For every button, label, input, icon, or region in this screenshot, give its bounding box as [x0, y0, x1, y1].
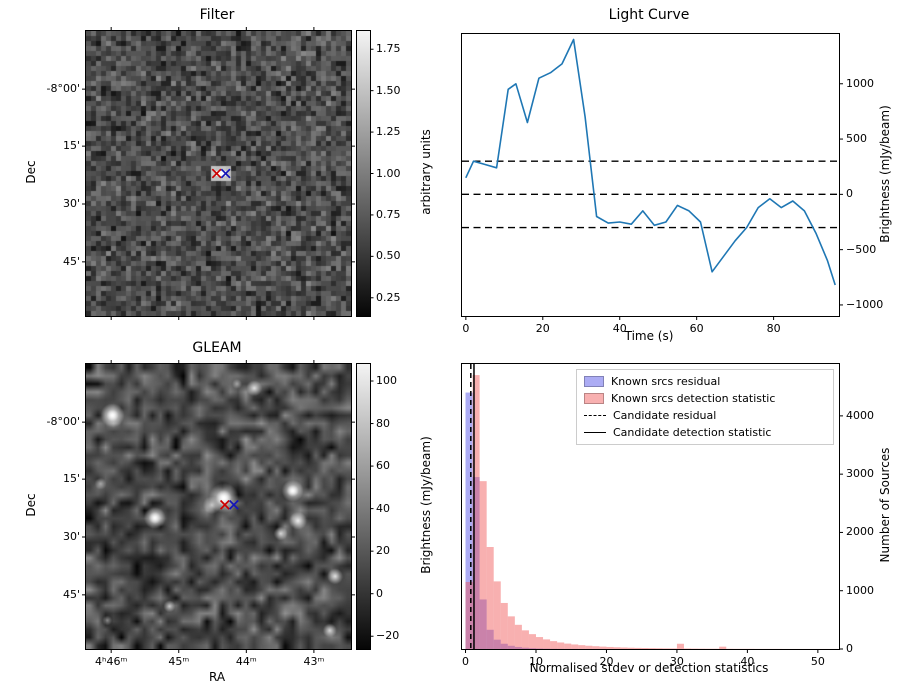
tick-label: 15'	[62, 139, 80, 153]
legend-item-candidate-detection: Candidate detection statistic	[584, 425, 826, 440]
tick-label: 45ᵐ	[168, 655, 190, 668]
light-curve-plot	[462, 38, 843, 320]
legend-label-known-detection: Known srcs detection statistic	[611, 392, 776, 405]
tick-label: 45'	[62, 587, 80, 601]
histogram-xlabel: Normalised stdev or detection statistics	[529, 661, 769, 675]
gleam-heatmap	[86, 364, 351, 649]
filter-colorbar-gradient	[357, 31, 370, 316]
filter-colorbar-label: arbitrary units	[419, 129, 433, 215]
filter-heatmap	[86, 31, 351, 316]
tick-label: -8°00'	[46, 415, 81, 429]
tick-label: −20	[376, 629, 400, 643]
gleam-colorbar-ticks	[370, 380, 374, 637]
legend-solid-line-icon	[584, 432, 606, 433]
tick-label: −1000	[846, 297, 884, 311]
tick-label: 0	[846, 187, 853, 201]
legend-label-known-residual: Known srcs residual	[611, 375, 721, 388]
tick-label: 500	[846, 132, 867, 146]
tick-label: 40	[376, 501, 390, 515]
legend-patch-detection	[584, 393, 604, 404]
histogram-panel: Known srcs residual Known srcs detection…	[461, 363, 874, 668]
tick-label: -8°00'	[46, 82, 81, 96]
histogram-plot	[465, 364, 843, 653]
legend-label-candidate-detection: Candidate detection statistic	[613, 426, 772, 439]
tick-label: 43ᵐ	[303, 655, 325, 668]
tick-label: 30'	[62, 529, 80, 543]
tick-label: 0	[846, 642, 853, 655]
tick-label: 40	[740, 655, 755, 668]
tick-label: 60	[689, 322, 704, 335]
gleam-xlabel: RA	[208, 670, 226, 684]
tick-label: 80	[766, 322, 781, 335]
gleam-colorbar-label: Brightness (mJy/beam)	[419, 436, 433, 574]
light-curve-xlabel: Time (s)	[624, 329, 674, 343]
legend: Known srcs residual Known srcs detection…	[576, 369, 834, 445]
gleam-overlay	[82, 360, 355, 653]
gleam-ylabel: Dec	[24, 493, 38, 517]
legend-patch-residual	[584, 376, 604, 387]
tick-label: 0.25	[376, 290, 401, 304]
filter-colorbar: 1.75 1.50 1.25 1.00 0.75 0.50 0.25	[356, 30, 401, 317]
legend-item-candidate-residual: Candidate residual	[584, 408, 826, 423]
filter-ylabel: Dec	[24, 160, 38, 184]
tick-label: 30'	[62, 196, 80, 210]
tick-label: 1.00	[376, 166, 401, 180]
gleam-colorbar-gradient	[357, 364, 370, 649]
tick-label: 1000	[846, 583, 874, 597]
tick-label: 15'	[62, 472, 80, 486]
tick-label: 1000	[846, 76, 874, 90]
tick-label: 45'	[62, 254, 80, 268]
light-curve-ylabel: Brightness (mJy/beam)	[878, 105, 892, 243]
tick-label: 20	[599, 655, 614, 668]
light-curve-title: Light Curve	[608, 7, 690, 23]
light-curve-panel: 0 20 40 60 80 1000 500 0 −500 −1000	[461, 33, 883, 335]
legend-item-known-residual: Known srcs residual	[584, 374, 826, 389]
tick-label: 0.50	[376, 249, 401, 263]
filter-title: Filter	[199, 7, 235, 23]
gleam-colorbar: 100 80 60 40 20 0 −20	[356, 363, 399, 650]
tick-label: 4ʰ46ᵐ	[95, 655, 128, 668]
tick-label: 3000	[846, 467, 874, 481]
tick-label: 0.75	[376, 207, 401, 221]
filter-colorbar-ticks	[370, 48, 374, 299]
tick-label: 0	[462, 655, 470, 668]
gleam-title: GLEAM	[192, 340, 242, 356]
tick-label: 2000	[846, 525, 874, 539]
tick-label: 20	[535, 322, 550, 335]
tick-label: 0	[376, 586, 383, 600]
filter-overlay	[82, 27, 355, 320]
legend-label-candidate-residual: Candidate residual	[613, 409, 717, 422]
tick-label: 44ᵐ	[235, 655, 257, 668]
tick-label: 40	[612, 322, 627, 335]
tick-label: 1.25	[376, 125, 401, 139]
tick-label: 30	[669, 655, 684, 668]
gleam-image-panel: -8°00' 15' 30' 45' 4ʰ46ᵐ 45ᵐ 44ᵐ 43ᵐ	[47, 360, 355, 668]
tick-label: 10	[528, 655, 543, 668]
tick-label: 4000	[846, 408, 874, 422]
tick-label: 60	[376, 459, 390, 473]
tick-label: 1.50	[376, 83, 401, 97]
tick-label: 1.75	[376, 42, 401, 56]
tick-label: 0	[462, 322, 470, 335]
legend-item-known-detection: Known srcs detection statistic	[584, 391, 826, 406]
filter-image-panel: -8°00' 15' 30' 45'	[47, 27, 355, 320]
tick-label: 50	[810, 655, 825, 668]
tick-label: −500	[846, 242, 877, 256]
tick-label: 100	[376, 374, 397, 387]
histogram-ylabel: Number of Sources	[878, 447, 892, 563]
tick-label: 20	[376, 544, 390, 558]
tick-label: 80	[376, 416, 390, 430]
legend-dashed-line-icon	[584, 415, 606, 416]
